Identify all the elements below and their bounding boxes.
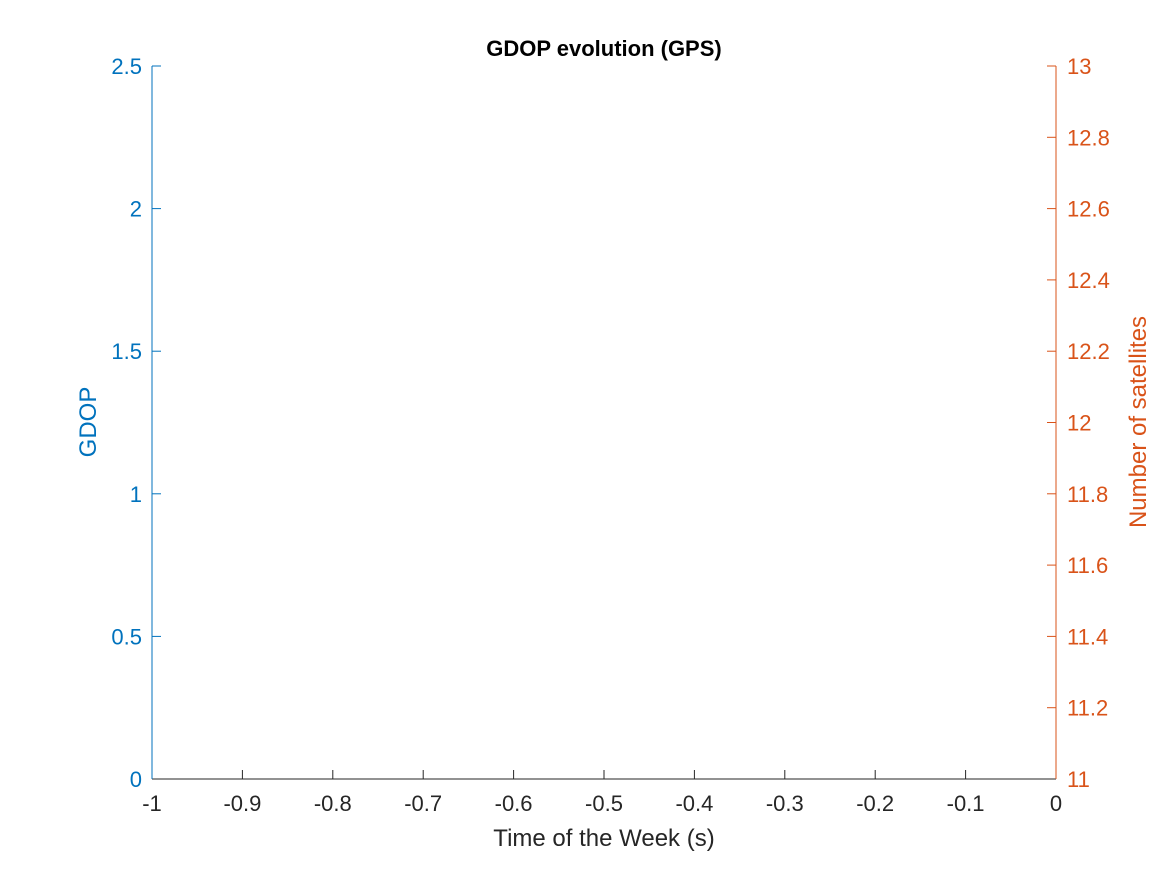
chart-title: GDOP evolution (GPS) <box>486 36 722 61</box>
plot-area <box>152 66 1056 779</box>
x-tick-label: -0.1 <box>947 791 985 816</box>
left-y-tick-label: 1.5 <box>111 339 142 364</box>
x-tick-label: -0.2 <box>856 791 894 816</box>
right-y-tick-label: 12.2 <box>1067 339 1110 364</box>
right-y-tick-label: 12.4 <box>1067 268 1110 293</box>
x-tick-label: -0.6 <box>495 791 533 816</box>
right-y-tick-label: 12 <box>1067 411 1091 436</box>
x-axis-label: Time of the Week (s) <box>493 825 714 852</box>
right-y-axis-label: Number of satellites <box>1125 316 1152 528</box>
x-tick-label: -0.3 <box>766 791 804 816</box>
right-y-tick-label: 11.4 <box>1067 624 1108 649</box>
right-y-tick-label: 11.8 <box>1067 482 1108 507</box>
left-y-tick-label: 2 <box>130 197 142 222</box>
x-tick-label: 0 <box>1050 791 1062 816</box>
right-y-tick-label: 13 <box>1067 54 1091 79</box>
left-y-tick-label: 0.5 <box>111 624 142 649</box>
x-tick-label: -0.5 <box>585 791 623 816</box>
left-y-axis-label: GDOP <box>75 387 102 458</box>
left-y-axis-ticks: 0 0.5 1 1.5 2 2.5 <box>111 54 161 792</box>
left-y-tick-label: 1 <box>130 482 142 507</box>
x-axis-ticks: -1 -0.9 -0.8 -0.7 -0.6 -0.5 -0.4 -0.3 -0.2 -0.1 0 <box>142 770 1062 816</box>
right-y-tick-label: 11.2 <box>1067 696 1108 721</box>
x-tick-label: -0.7 <box>404 791 442 816</box>
right-y-tick-label: 12.8 <box>1067 125 1110 150</box>
x-tick-label: -1 <box>142 791 162 816</box>
x-tick-label: -0.4 <box>675 791 713 816</box>
right-y-axis-ticks: 11 11.2 11.4 11.6 11.8 12 12.2 12.4 12.6 12.8 13 <box>1047 54 1110 792</box>
left-y-tick-label: 2.5 <box>111 54 142 79</box>
right-y-tick-label: 12.6 <box>1067 197 1110 222</box>
right-y-tick-label: 11.6 <box>1067 553 1108 578</box>
x-tick-label: -0.9 <box>223 791 261 816</box>
x-tick-label: -0.8 <box>314 791 352 816</box>
left-y-tick-label: 0 <box>130 767 142 792</box>
right-y-tick-label: 11 <box>1067 767 1090 792</box>
